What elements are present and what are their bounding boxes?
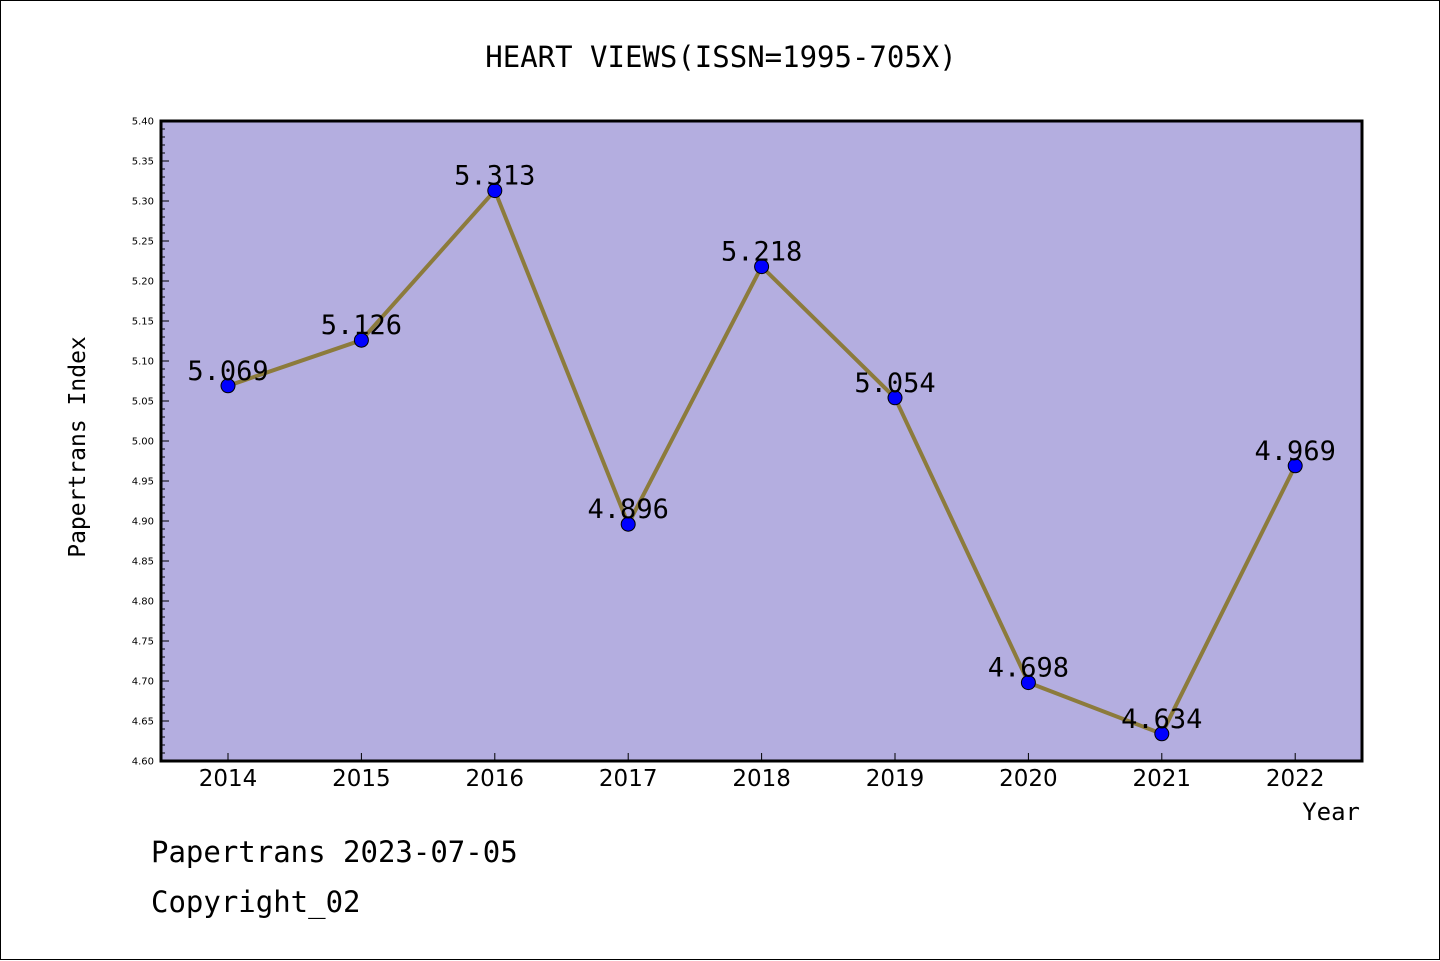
x-tick-label: 2019 <box>866 766 925 792</box>
y-tick-label: 4.80 <box>132 597 154 608</box>
y-axis-label: Papertrans Index <box>65 336 91 558</box>
x-tick-label: 2021 <box>1133 766 1192 792</box>
data-point <box>887 390 903 406</box>
x-tick-label: 2014 <box>199 766 258 792</box>
data-label: 5.054 <box>854 368 935 399</box>
data-label: 4.896 <box>588 494 669 525</box>
data-point <box>220 378 236 394</box>
data-label: 5.218 <box>721 237 802 268</box>
y-tick-label: 5.30 <box>132 197 154 208</box>
data-point <box>1287 458 1303 474</box>
y-tick-label: 5.05 <box>132 397 154 408</box>
data-point <box>754 259 770 275</box>
x-axis-label: Year <box>1302 798 1360 826</box>
y-tick-label: 5.35 <box>132 157 154 168</box>
x-tick-label: 2016 <box>466 766 525 792</box>
data-point <box>487 183 503 199</box>
data-label: 5.313 <box>454 161 535 192</box>
data-label: 4.969 <box>1255 436 1336 467</box>
x-tick-label: 2020 <box>999 766 1058 792</box>
y-tick-label: 4.60 <box>132 757 154 768</box>
data-label: 4.634 <box>1121 704 1202 735</box>
data-label: 5.126 <box>321 310 402 341</box>
x-tick-label: 2018 <box>732 766 791 792</box>
data-label: 4.698 <box>988 653 1069 684</box>
y-tick-label: 5.20 <box>132 277 154 288</box>
y-tick-label: 5.15 <box>132 317 154 328</box>
data-labels: 5.069 5.126 5.313 4.896 5.218 5.054 4.698 4.634… <box>187 161 1335 735</box>
x-axis: 2014 2015 2016 2017 2018 2019 2020 2021 2022 <box>199 753 1325 792</box>
y-tick-label: 4.75 <box>132 637 154 648</box>
data-point <box>353 332 369 348</box>
x-tick-label: 2022 <box>1266 766 1325 792</box>
y-tick-label: 5.25 <box>132 237 154 248</box>
y-tick-label: 5.40 <box>132 117 154 128</box>
data-point <box>1154 726 1170 742</box>
footer-date: Papertrans 2023-07-05 <box>151 835 518 869</box>
footer-copyright: Copyright_02 <box>151 885 361 919</box>
plot-area <box>159 119 1364 763</box>
x-tick-label: 2017 <box>599 766 658 792</box>
x-tick-label: 2015 <box>332 766 391 792</box>
data-point <box>1020 675 1036 691</box>
y-axis: 4.60 4.65 4.70 4.75 4.80 4.85 4.90 4.95 5.00 5.05… <box>132 117 169 768</box>
data-label: 5.069 <box>187 356 268 387</box>
y-tick-label: 4.95 <box>132 477 154 488</box>
y-tick-label: 4.70 <box>132 677 154 688</box>
y-tick-label: 4.85 <box>132 557 154 568</box>
chart-title: HEART VIEWS(ISSN=1995-705X) <box>485 40 956 74</box>
y-tick-label: 4.65 <box>132 717 154 728</box>
y-tick-label: 5.10 <box>132 357 154 368</box>
series-markers <box>220 183 1303 742</box>
y-tick-label: 4.90 <box>132 517 154 528</box>
data-point <box>620 516 636 532</box>
y-tick-label: 5.00 <box>132 437 154 448</box>
